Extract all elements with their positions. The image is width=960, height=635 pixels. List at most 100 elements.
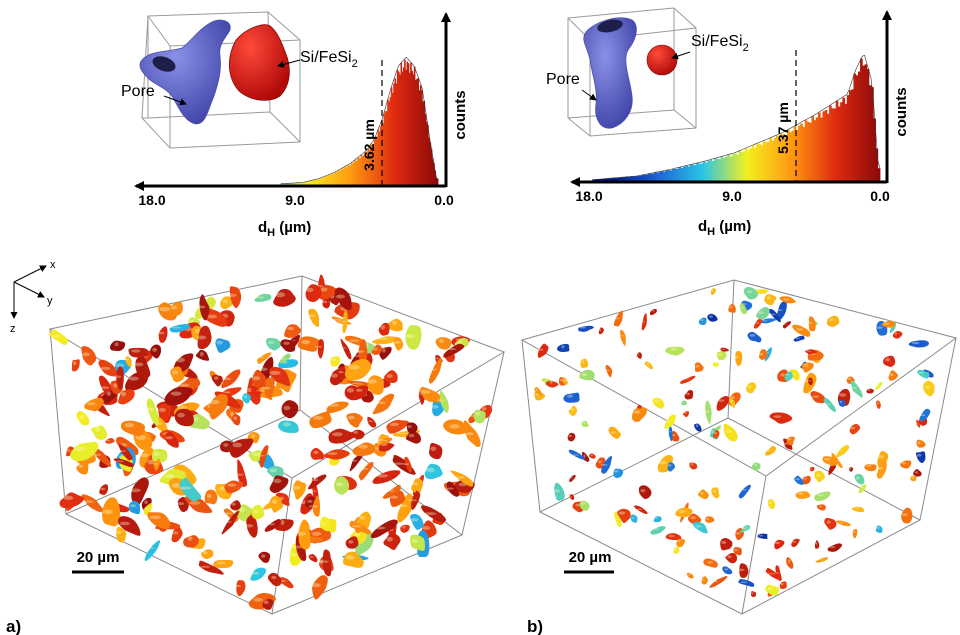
panel-a-particle bbox=[280, 339, 297, 352]
axis-y-label: y bbox=[47, 295, 53, 307]
panel-b-particle bbox=[735, 350, 743, 366]
panel-a-particle bbox=[372, 470, 401, 484]
panel-b-particle-highlight bbox=[810, 467, 812, 470]
panel-b-particle-highlight bbox=[695, 525, 702, 528]
panel-a-particle bbox=[344, 358, 372, 381]
panel-a-particle-highlight bbox=[199, 565, 211, 568]
panel-a-particle bbox=[131, 477, 149, 505]
panel-a-histogram-bar bbox=[392, 92, 394, 185]
panel-a-histogram-bar bbox=[389, 97, 392, 185]
panel-a-histogram-bar bbox=[393, 83, 395, 185]
panel-b-particle bbox=[923, 380, 935, 397]
panel-a-particle-highlight bbox=[426, 467, 435, 473]
panel-b-particle bbox=[698, 317, 707, 325]
panel-b-particle-highlight bbox=[668, 534, 675, 538]
panel-b-histogram-bar bbox=[729, 156, 733, 181]
panel-b-particle bbox=[600, 455, 613, 474]
panel-b-particle bbox=[577, 325, 595, 332]
panel-b-histogram-bar bbox=[738, 150, 741, 181]
panel-b-particle-highlight bbox=[695, 424, 699, 428]
panel-a-particle-highlight bbox=[95, 427, 101, 432]
panel-b-particle-highlight bbox=[735, 532, 741, 535]
panel-b-particle bbox=[826, 315, 840, 327]
panel-a-particle-highlight bbox=[120, 391, 127, 397]
panel-b-particle-highlight bbox=[836, 449, 844, 452]
panel-a-particle-highlight bbox=[374, 447, 380, 450]
panel-b-particle bbox=[682, 411, 690, 418]
panel-a-histogram-bar bbox=[331, 173, 334, 185]
panel-a-histogram-bar bbox=[346, 167, 348, 185]
panel-b-particle bbox=[917, 369, 930, 379]
panel-a-particle-highlight bbox=[313, 416, 324, 420]
panel-b-histogram-bar bbox=[725, 156, 728, 181]
panel-b-histogram-bar bbox=[789, 132, 792, 181]
panel-b-particle bbox=[753, 318, 763, 329]
panel-a-particle-highlight bbox=[243, 395, 248, 399]
panel-a-particle-highlight bbox=[164, 473, 176, 479]
panel-a-histogram-bar bbox=[318, 178, 320, 185]
panel-a-histogram-bar bbox=[411, 70, 413, 185]
panel-a-particle bbox=[179, 477, 202, 502]
panel-b-histogram-bar bbox=[824, 110, 828, 181]
panel-a-histogram-bar bbox=[327, 174, 330, 185]
panel-a-particle-highlight bbox=[368, 420, 373, 423]
panel-b-histogram-bar bbox=[709, 159, 713, 181]
panel-b-particle-highlight bbox=[583, 454, 586, 458]
panel-a-particle bbox=[201, 549, 214, 559]
panel-a-particle bbox=[171, 526, 183, 543]
panel-b-particle-highlight bbox=[850, 426, 856, 430]
panel-a-particle-highlight bbox=[380, 325, 386, 330]
panel-a-particle bbox=[410, 534, 425, 551]
panel-a-particle-highlight bbox=[196, 335, 207, 340]
panel-a-particle bbox=[297, 336, 321, 352]
panel-a-particle-highlight bbox=[223, 443, 229, 447]
panel-b-histogram-bar bbox=[689, 164, 693, 181]
panel-b-particle-highlight bbox=[695, 364, 700, 368]
panel-b-histogram-bar bbox=[636, 175, 640, 181]
panel-a-histogram-bar bbox=[404, 59, 406, 186]
panel-b-histogram-bar bbox=[868, 85, 872, 181]
panel-b-particle bbox=[814, 470, 825, 483]
panel-a-particle bbox=[128, 500, 141, 515]
panel-b-particle bbox=[569, 474, 576, 483]
panel-a-particle bbox=[183, 535, 199, 548]
panel-b-histogram-bar bbox=[875, 148, 879, 181]
panel-b-particle-highlight bbox=[580, 501, 586, 505]
panel-b-histogram-bar bbox=[665, 170, 668, 181]
panel-b-particle-highlight bbox=[826, 520, 831, 524]
panel-b-histogram-bar bbox=[762, 140, 766, 181]
panel-a-particle-highlight bbox=[256, 367, 268, 372]
panel-a-particle-highlight bbox=[124, 358, 130, 361]
panel-b-particle bbox=[764, 347, 772, 362]
panel-b-particle bbox=[739, 563, 749, 578]
panel-b-particle-highlight bbox=[730, 399, 733, 403]
panel-a-histogram-bar bbox=[292, 183, 295, 185]
panel-a-particle-highlight bbox=[481, 406, 487, 411]
panel-b-particle-highlight bbox=[612, 317, 621, 320]
panel-a-histogram-bar bbox=[435, 177, 438, 185]
panel-a-histogram-bar bbox=[310, 180, 313, 185]
panel-a-particle-highlight bbox=[373, 347, 378, 351]
panel-b-particle bbox=[816, 504, 826, 511]
panel-a-particle bbox=[345, 536, 359, 549]
panel-b-histogram-bar bbox=[685, 165, 688, 181]
panel-a-particle-highlight bbox=[332, 432, 343, 437]
panel-a-particle-highlight bbox=[63, 495, 74, 500]
panel-a-particle bbox=[312, 496, 320, 517]
panel-b-particle bbox=[557, 343, 570, 352]
panel-a-particle bbox=[242, 393, 251, 404]
panel-b-particle-highlight bbox=[738, 488, 747, 491]
panel-b-particle bbox=[631, 407, 648, 423]
panel-b-particle bbox=[876, 400, 881, 409]
panel-b-histogram-bar bbox=[698, 163, 702, 181]
panel-a-histogram-bar bbox=[337, 170, 340, 185]
panel-a-scale-label: 20 µm bbox=[77, 549, 120, 566]
panel-a-histogram-bar bbox=[372, 144, 375, 185]
panel-b-particle-highlight bbox=[805, 350, 812, 352]
panel-a-particle-highlight bbox=[358, 444, 368, 449]
panel-a-particle-highlight bbox=[338, 371, 344, 374]
panel-b-particle bbox=[850, 380, 863, 398]
panel-a-particle bbox=[170, 301, 183, 317]
panel-a-particle bbox=[269, 475, 289, 494]
panel-a-particle bbox=[251, 369, 267, 389]
